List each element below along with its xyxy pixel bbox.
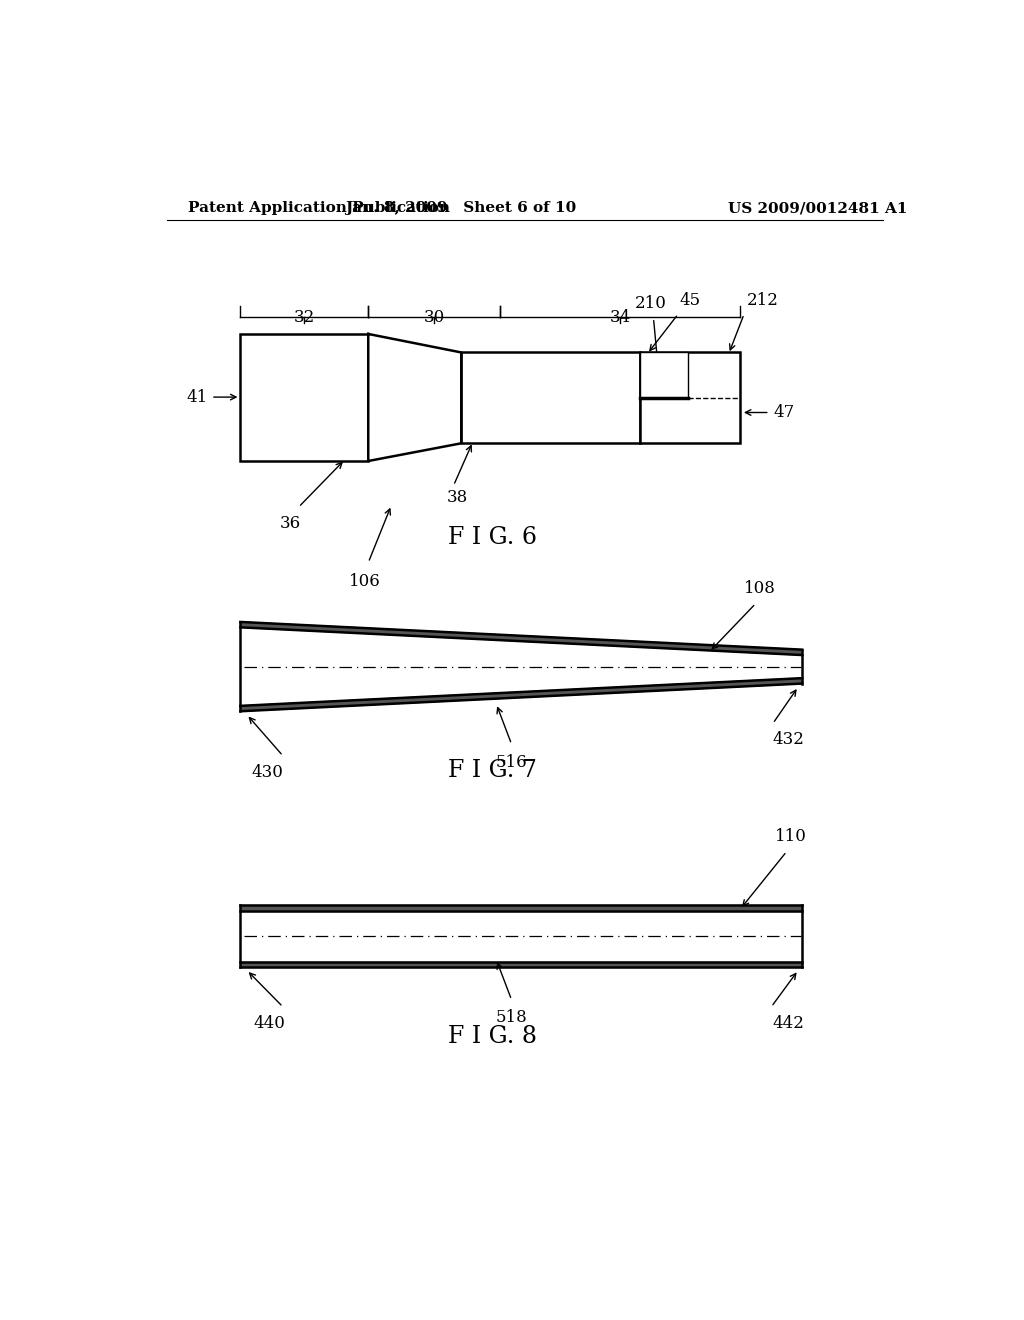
Text: 38: 38 bbox=[446, 490, 468, 507]
Polygon shape bbox=[241, 678, 802, 711]
Polygon shape bbox=[241, 961, 802, 966]
Text: 30: 30 bbox=[424, 309, 444, 326]
Text: 442: 442 bbox=[772, 1015, 804, 1032]
Bar bbox=[461, 352, 640, 444]
Text: 440: 440 bbox=[254, 1015, 286, 1032]
Text: F I G. 8: F I G. 8 bbox=[447, 1024, 537, 1048]
Text: F I G. 6: F I G. 6 bbox=[447, 525, 537, 549]
Text: 47: 47 bbox=[773, 404, 795, 421]
Text: 518: 518 bbox=[496, 1010, 527, 1026]
Text: 430: 430 bbox=[252, 763, 284, 780]
Text: 41: 41 bbox=[186, 388, 208, 405]
Text: 110: 110 bbox=[775, 828, 807, 845]
Polygon shape bbox=[369, 334, 461, 461]
Text: 106: 106 bbox=[348, 573, 380, 590]
Text: Jan. 8, 2009   Sheet 6 of 10: Jan. 8, 2009 Sheet 6 of 10 bbox=[346, 202, 577, 215]
Text: Patent Application Publication: Patent Application Publication bbox=[188, 202, 451, 215]
Text: 516: 516 bbox=[496, 754, 527, 771]
Text: 212: 212 bbox=[746, 292, 778, 309]
Text: 34: 34 bbox=[609, 309, 631, 326]
Polygon shape bbox=[241, 622, 802, 655]
Bar bbox=[241, 334, 369, 461]
Text: 32: 32 bbox=[294, 309, 315, 326]
Text: US 2009/0012481 A1: US 2009/0012481 A1 bbox=[728, 202, 907, 215]
Text: 36: 36 bbox=[281, 515, 301, 532]
Text: 45: 45 bbox=[680, 292, 700, 309]
Bar bbox=[640, 352, 687, 397]
Bar bbox=[640, 352, 740, 444]
Text: 210: 210 bbox=[635, 296, 667, 313]
Text: 108: 108 bbox=[743, 581, 775, 598]
Text: 432: 432 bbox=[772, 731, 804, 748]
Text: F I G. 7: F I G. 7 bbox=[447, 759, 537, 781]
Polygon shape bbox=[241, 906, 802, 911]
